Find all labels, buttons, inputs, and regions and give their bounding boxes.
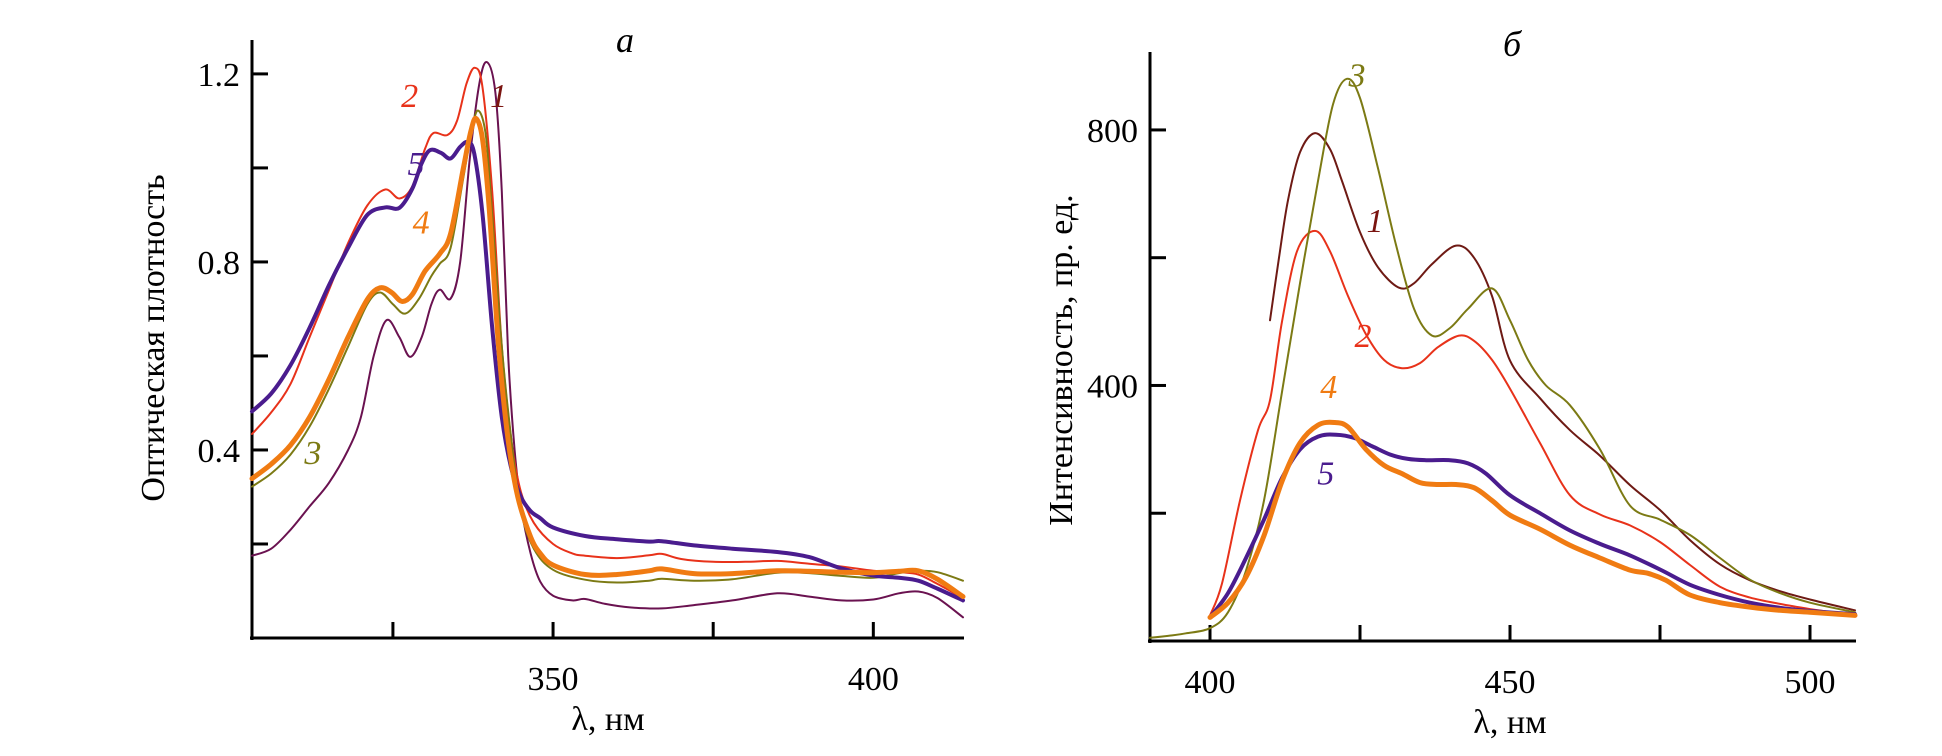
panel-a-ticks: 350 400 0.4 0.8 1.2 bbox=[198, 57, 899, 698]
panel-b-x-tick-label: 400 bbox=[1185, 664, 1236, 701]
panel-a-series-2-line bbox=[251, 66, 964, 599]
panel-b-series-2-label: 2 bbox=[1355, 318, 1372, 355]
panel-b-series-2-line bbox=[1209, 229, 1856, 617]
panel-a-series-group bbox=[249, 60, 966, 619]
panel-b-series-4-label: 4 bbox=[1320, 369, 1337, 406]
panel-a-curve-labels: 1 2 3 4 5 bbox=[303, 78, 507, 472]
panel-a-x-axis-label: λ, нм bbox=[571, 701, 644, 738]
panel-b-x-tick-label: 450 bbox=[1485, 664, 1536, 701]
panel-a-x-tick-label: 400 bbox=[848, 661, 899, 698]
panel-a-series-1-line bbox=[251, 60, 964, 619]
panel-a-series-5-line bbox=[250, 139, 965, 603]
panel-b-x-tick-label: 500 bbox=[1785, 664, 1836, 701]
panel-a-label: а bbox=[616, 20, 634, 60]
panel-b-series-group bbox=[1149, 77, 1858, 639]
panel-b-y-tick-label: 400 bbox=[1087, 368, 1138, 405]
panel-a-y-tick-label: 0.4 bbox=[198, 433, 241, 470]
panel-b-y-tick-label: 800 bbox=[1087, 113, 1138, 150]
panel-b-y-axis-label: Интенсивность, пр. ед. bbox=[1043, 194, 1080, 525]
panel-a-series-4-line bbox=[249, 115, 966, 600]
panel-a-x-tick-label: 350 bbox=[528, 661, 579, 698]
panel-b-curve-labels: 1 2 3 4 5 bbox=[1317, 57, 1383, 492]
panel-b-series-5-label: 5 bbox=[1317, 455, 1334, 492]
panel-b-series-4-line bbox=[1207, 419, 1858, 620]
panel-a-series-2-label: 2 bbox=[401, 78, 418, 115]
panel-a-series-3-label: 3 bbox=[303, 435, 321, 472]
panel-a-y-axis-label: Оптическая плотность bbox=[135, 174, 172, 501]
panel-a-absorption-chart: 350 400 0.4 0.8 1.2 1 2 3 4 5 а λ, нм Оптическая… bbox=[135, 20, 966, 738]
panel-a-series-4-label: 4 bbox=[413, 205, 430, 242]
panel-a-series-3-line bbox=[251, 109, 964, 584]
panel-b-series-3-label: 3 bbox=[1348, 57, 1366, 94]
panel-b-fluorescence-chart: 400 450 500 400 800 1 2 3 4 5 б λ, нм Интенсивно… bbox=[1043, 24, 1858, 741]
panel-a-series-5-label: 5 bbox=[407, 146, 424, 183]
panel-a-y-tick-label: 0.8 bbox=[198, 245, 241, 282]
panel-b-label: б bbox=[1503, 24, 1523, 64]
panel-a-series-1-label: 1 bbox=[490, 78, 507, 115]
panel-a-y-tick-label: 1.2 bbox=[198, 57, 241, 94]
panel-b-ticks: 400 450 500 400 800 bbox=[1087, 113, 1836, 701]
panel-b-x-axis-label: λ, нм bbox=[1473, 704, 1546, 741]
panel-b-series-1-label: 1 bbox=[1367, 203, 1384, 240]
panel-b-series-1-line bbox=[1269, 132, 1856, 612]
